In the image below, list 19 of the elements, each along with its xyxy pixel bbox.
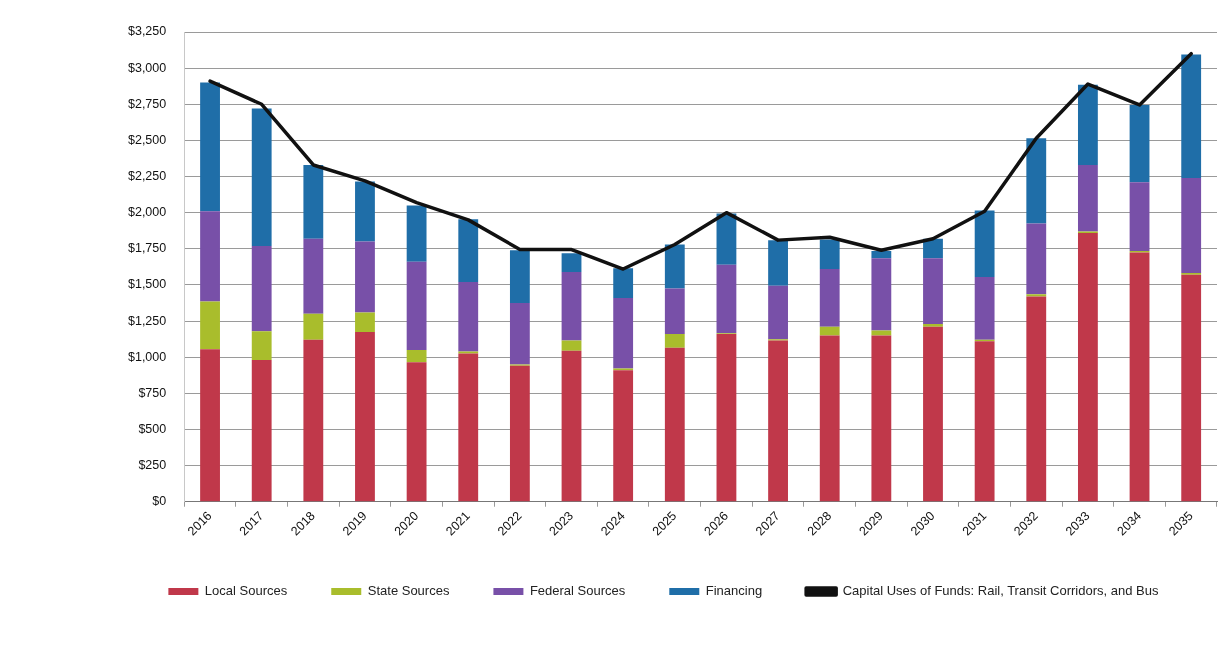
y-tick-label: $0: [152, 494, 167, 509]
legend-label: Capital Uses of Funds: Rail, Transit Corridors, and Bus: [842, 583, 1159, 599]
y-tick-label: $1,250: [128, 313, 167, 328]
y-tick-label: $750: [138, 385, 167, 400]
y-tick-label: $250: [138, 458, 167, 473]
y-tick-label: $3,000: [128, 60, 167, 75]
y-tick-label: $1,500: [128, 277, 167, 292]
y-tick-label: $2,500: [128, 132, 167, 147]
y-tick-label: $2,250: [128, 168, 167, 183]
y-tick-label: $2,000: [128, 205, 167, 220]
y-tick-label: $1,750: [128, 241, 167, 256]
y-tick-label: $500: [138, 421, 167, 436]
legend-label: Financing: [705, 583, 763, 599]
y-tick-label: $1,000: [128, 349, 167, 364]
y-tick-label: $2,750: [128, 96, 167, 111]
legend-label: State Sources: [367, 583, 450, 599]
legend-label: Local Sources: [204, 583, 288, 599]
legend-label: Federal Sources: [529, 583, 626, 599]
y-tick-label: $3,250: [128, 24, 167, 39]
